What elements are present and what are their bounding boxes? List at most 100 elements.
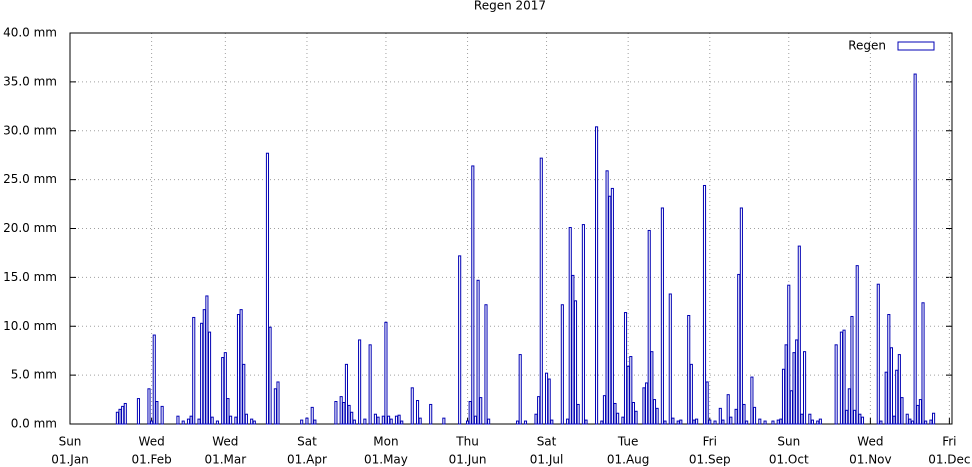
bar [645, 382, 649, 425]
bar [810, 419, 815, 425]
bar [410, 387, 414, 425]
bar [568, 227, 572, 425]
x-tick-label: 01.Jan [51, 453, 89, 467]
bar [376, 416, 380, 425]
x-tick-weekday: Tue [617, 435, 639, 449]
bar [921, 302, 925, 425]
bar [884, 371, 888, 425]
bar [273, 388, 277, 425]
bar [576, 403, 580, 425]
bar [242, 363, 246, 425]
bar [860, 416, 865, 425]
bar [792, 352, 796, 425]
bar [115, 411, 119, 425]
bar [616, 412, 620, 425]
bar [631, 401, 635, 425]
bar [702, 184, 707, 425]
bar [389, 418, 393, 425]
x-tick-label: 01.Jul [530, 453, 564, 467]
bar [202, 309, 206, 425]
bar [250, 418, 254, 425]
bar [913, 73, 917, 425]
y-tick-label: 40.0 mm [3, 26, 57, 40]
bar [544, 372, 549, 425]
bar [121, 405, 125, 425]
x-tick-label: 01.Oct [769, 453, 809, 467]
bar [176, 415, 180, 425]
bar [800, 413, 804, 425]
bar [210, 416, 214, 425]
bar [605, 170, 609, 425]
y-tick-label: 0.0 mm [11, 417, 57, 431]
x-tick-weekday: Sat [297, 435, 317, 449]
y-tick-label: 5.0 mm [11, 368, 57, 382]
bar [226, 398, 230, 425]
bar [239, 309, 243, 425]
bar [118, 408, 122, 425]
bar [808, 413, 812, 425]
bar [763, 420, 767, 425]
bar [655, 407, 659, 425]
bar [342, 401, 346, 425]
x-tick-label: 01.Jun [449, 453, 487, 467]
bar [687, 314, 691, 425]
bar [889, 347, 893, 425]
bar [602, 395, 607, 425]
bar [229, 415, 233, 425]
bar [334, 401, 338, 425]
bar [352, 419, 356, 425]
bar [305, 417, 309, 425]
bar [695, 418, 699, 425]
bar [189, 415, 193, 425]
bar [487, 418, 491, 425]
bar [689, 363, 693, 425]
bar [516, 420, 520, 425]
bar [610, 187, 614, 425]
bar [853, 409, 857, 425]
x-tick-label: 01.Nov [849, 453, 892, 467]
bar [466, 420, 470, 425]
bar [789, 390, 793, 425]
bar [344, 363, 349, 425]
x-tick-label: 01.Mar [204, 453, 246, 467]
x-tick-weekday: Thu [455, 435, 479, 449]
bar [368, 344, 372, 425]
bar [584, 419, 588, 425]
bar [350, 411, 354, 425]
bar [892, 415, 896, 425]
bar [547, 378, 551, 425]
bar [745, 420, 749, 425]
bar [550, 419, 554, 425]
bar [155, 401, 159, 425]
bar [339, 396, 343, 425]
bar [473, 415, 478, 425]
bar [771, 420, 775, 425]
bar [523, 420, 528, 425]
bar [924, 420, 928, 425]
bar [200, 322, 204, 425]
y-tick-label: 35.0 mm [3, 74, 57, 88]
bar [358, 339, 362, 425]
x-tick-weekday: Wed [212, 435, 238, 449]
bar [876, 283, 880, 425]
bar [152, 334, 156, 425]
bar [816, 420, 820, 425]
bar [897, 354, 901, 425]
bar [197, 418, 201, 425]
bar [160, 405, 164, 425]
bar [726, 394, 730, 425]
bar [692, 419, 696, 425]
legend-label: Regen [848, 39, 886, 53]
bar [758, 418, 762, 425]
bar [739, 207, 743, 425]
x-tick-weekday: Mon [373, 435, 398, 449]
x-tick-weekday: Wed [139, 435, 165, 449]
bar [313, 419, 317, 425]
bar [236, 314, 241, 425]
bar [879, 420, 883, 425]
bar [600, 420, 604, 425]
bar [566, 418, 570, 425]
plot-frame [69, 32, 953, 425]
bar [650, 351, 654, 425]
